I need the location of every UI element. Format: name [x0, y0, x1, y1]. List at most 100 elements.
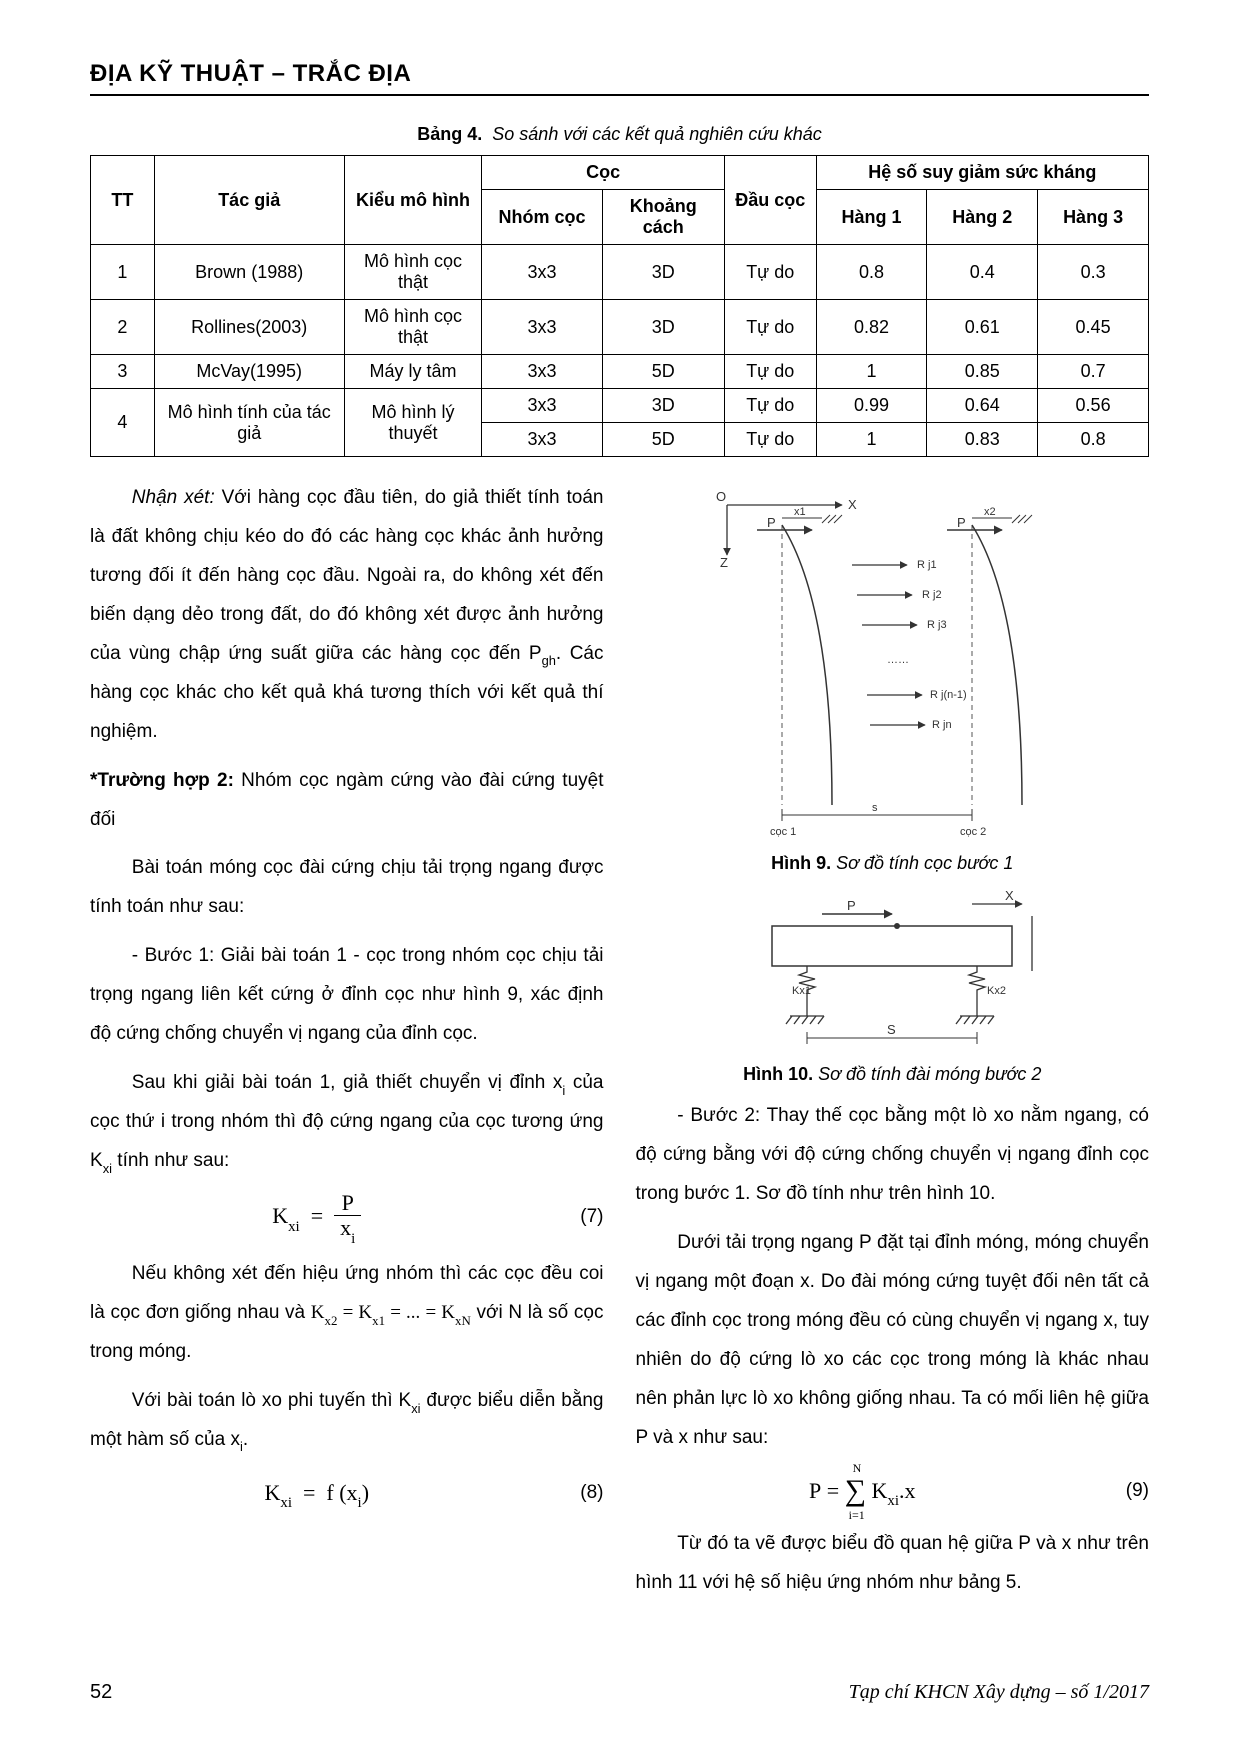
figure-10-svg: X P — [712, 886, 1072, 1056]
left-column: Nhận xét: Với hàng cọc đầu tiên, do giả … — [90, 479, 604, 1613]
th-row2: Hàng 2 — [927, 190, 1038, 245]
p3: Bài toán móng cọc đài cứng chịu tải trọn… — [90, 849, 604, 927]
cell: 0.8 — [1038, 423, 1149, 457]
cell: 3x3 — [482, 389, 602, 423]
cell: 1 — [816, 355, 927, 389]
cell: Tự do — [724, 423, 816, 457]
p7: Với bài toán lò xo phi tuyến thì Kxi đượ… — [90, 1382, 604, 1460]
lbl-coc1: cọc 1 — [770, 826, 796, 838]
lbl-coc2: cọc 2 — [960, 826, 986, 838]
lbl-Rj1: R j1 — [917, 559, 937, 571]
cell: 3D — [602, 300, 724, 355]
lbl-X: X — [848, 497, 857, 512]
cell: 3D — [602, 245, 724, 300]
cell: Brown (1988) — [154, 245, 344, 300]
cell: Tự do — [724, 300, 816, 355]
cell: Tự do — [724, 245, 816, 300]
case2-label: *Trường hợp 2: — [90, 770, 234, 791]
cell: 3x3 — [482, 300, 602, 355]
p5sub: i — [562, 1083, 565, 1098]
cell: 0.45 — [1038, 300, 1149, 355]
cell: 3x3 — [482, 423, 602, 457]
cell: 0.56 — [1038, 389, 1149, 423]
equation-7: Kxi = Pxi (7) — [90, 1191, 604, 1245]
cell: 0.99 — [816, 389, 927, 423]
table4: TT Tác giả Kiểu mô hình Cọc Đầu cọc Hệ s… — [90, 155, 1149, 457]
eq7-num: (7) — [544, 1198, 604, 1237]
page-number: 52 — [90, 1681, 112, 1704]
cell: 0.3 — [1038, 245, 1149, 300]
r2: Dưới tải trọng ngang P đặt tại đỉnh móng… — [636, 1224, 1150, 1458]
th-cap: Đầu cọc — [724, 156, 816, 245]
cell: 0.64 — [927, 389, 1038, 423]
cell: Mô hình cọc thật — [344, 300, 482, 355]
cell: Mô hình lý thuyết — [344, 389, 482, 457]
right-column: O X Z P x1 — [636, 479, 1150, 1613]
cell: 5D — [602, 423, 724, 457]
page-footer: 52 Tạp chí KHCN Xây dựng – số 1/2017 — [90, 1681, 1149, 1704]
lbl-Z: Z — [720, 555, 728, 570]
p7sub2: i — [240, 1439, 243, 1454]
th-model: Kiểu mô hình — [344, 156, 482, 245]
table-row: 3 McVay(1995) Máy ly tâm 3x3 5D Tự do 1 … — [91, 355, 1149, 389]
th-tt: TT — [91, 156, 155, 245]
fig10-it: Sơ đồ tính đài móng bước 2 — [813, 1064, 1041, 1084]
cell: 1 — [91, 245, 155, 300]
lbl-X2: X — [1005, 888, 1014, 903]
p7sub: xi — [411, 1401, 420, 1416]
fig9-bold: Hình 9. — [771, 853, 831, 873]
cell: 1 — [816, 423, 927, 457]
cell: 4 — [91, 389, 155, 457]
cell: 3D — [602, 389, 724, 423]
cell: 0.82 — [816, 300, 927, 355]
r3: Từ đó ta vẽ được biểu đồ quan hệ giữa P … — [636, 1525, 1150, 1603]
lbl-x1: x1 — [794, 506, 806, 518]
eq9-num: (9) — [1089, 1472, 1149, 1511]
p5sub2: xi — [103, 1161, 112, 1176]
lbl-Kx1: Kx1 — [792, 985, 811, 997]
p7c: . — [243, 1429, 248, 1450]
lbl-Rjn: R jn — [932, 719, 952, 731]
lbl-P3: P — [847, 898, 856, 913]
th-pile: Cọc — [482, 156, 724, 190]
cell: 0.4 — [927, 245, 1038, 300]
nhanxet-text: Với hàng cọc đầu tiên, do giả thiết tính… — [90, 487, 604, 664]
cell: Mô hình cọc thật — [344, 245, 482, 300]
eq9-body: P = N ∑ i=1 Kxi.x — [636, 1468, 1090, 1516]
r1: - Bước 2: Thay thế cọc bằng một lò xo nằ… — [636, 1097, 1150, 1214]
equation-8: Kxi = f (xi) (8) — [90, 1470, 604, 1517]
eq8-num: (8) — [544, 1474, 604, 1513]
lbl-dots: …… — [887, 654, 909, 666]
p6: Nếu không xét đến hiệu ứng nhóm thì các … — [90, 1255, 604, 1372]
figure-9-svg: O X Z P x1 — [672, 485, 1112, 845]
eq7-body: Kxi = Pxi — [90, 1191, 544, 1245]
p4: - Bước 1: Giải bài toán 1 - cọc trong nh… — [90, 937, 604, 1054]
lbl-P1: P — [767, 515, 776, 530]
cell: 0.83 — [927, 423, 1038, 457]
p5a: Sau khi giải bài toán 1, giả thiết chuyể… — [132, 1072, 563, 1093]
cell: 0.85 — [927, 355, 1038, 389]
nhanxet-para: Nhận xét: Với hàng cọc đầu tiên, do giả … — [90, 479, 604, 752]
figure-9: O X Z P x1 — [636, 485, 1150, 845]
journal-name: Tạp chí KHCN Xây dựng – số 1/2017 — [849, 1681, 1149, 1704]
p5: Sau khi giải bài toán 1, giả thiết chuyể… — [90, 1064, 604, 1181]
equation-9: P = N ∑ i=1 Kxi.x (9) — [636, 1468, 1150, 1516]
cell: 0.61 — [927, 300, 1038, 355]
cell: McVay(1995) — [154, 355, 344, 389]
case2-heading: *Trường hợp 2: Nhóm cọc ngàm cứng vào đà… — [90, 762, 604, 840]
table-row: 2 Rollines(2003) Mô hình cọc thật 3x3 3D… — [91, 300, 1149, 355]
table-row: 1 Brown (1988) Mô hình cọc thật 3x3 3D T… — [91, 245, 1149, 300]
lbl-x2: x2 — [984, 506, 996, 518]
cell: Mô hình tính của tác giả — [154, 389, 344, 457]
fig10-bold: Hình 10. — [743, 1064, 813, 1084]
lbl-Kx2: Kx2 — [987, 985, 1006, 997]
cell: 5D — [602, 355, 724, 389]
cell: 2 — [91, 300, 155, 355]
cell: Tự do — [724, 355, 816, 389]
p-gh-sub: gh — [542, 653, 556, 668]
p5c: tính như sau: — [112, 1150, 229, 1171]
lbl-Rj2: R j2 — [922, 589, 942, 601]
th-spacing: Khoảng cách — [602, 190, 724, 245]
cell: Máy ly tâm — [344, 355, 482, 389]
cell: 3x3 — [482, 355, 602, 389]
